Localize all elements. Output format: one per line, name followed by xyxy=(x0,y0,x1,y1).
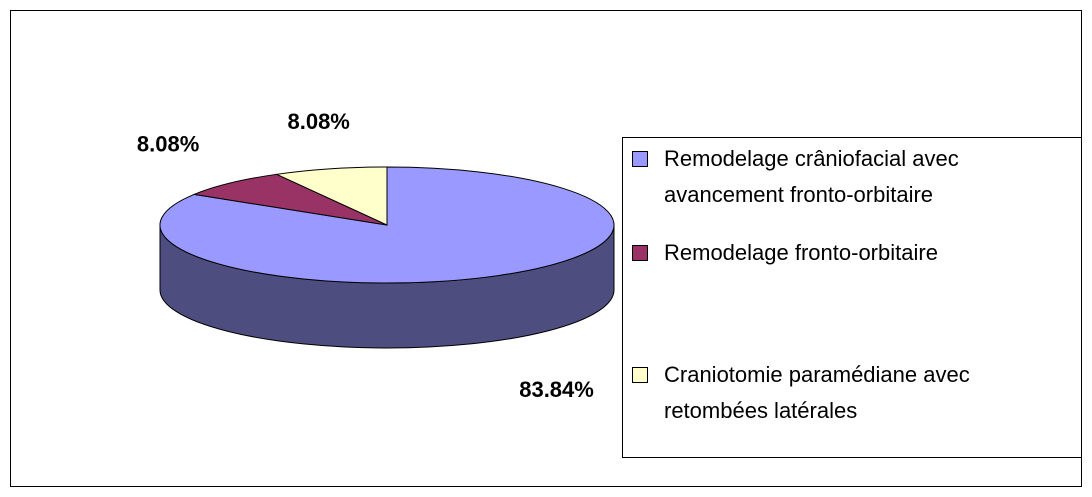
legend-swatch xyxy=(632,151,648,167)
legend-box xyxy=(622,137,1082,458)
pie-slice xyxy=(274,166,388,226)
pie: 83.84% 8.08% 8.08% xyxy=(137,109,615,402)
data-label: 83.84% xyxy=(519,377,594,402)
legend-label: Craniotomie paramédiane avec retombées la… xyxy=(664,362,970,423)
legend-swatch xyxy=(632,367,648,383)
legend: Remodelage crâniofacial avec avancement f… xyxy=(632,146,970,423)
data-label: 8.08% xyxy=(287,109,349,134)
legend-label: Remodelage crâniofacial avec avancement f… xyxy=(664,146,959,207)
data-label: 8.08% xyxy=(137,132,199,157)
pie-slice xyxy=(192,173,388,226)
legend-swatch xyxy=(632,245,648,261)
legend-label: Remodelage fronto-orbitaire xyxy=(664,240,938,265)
